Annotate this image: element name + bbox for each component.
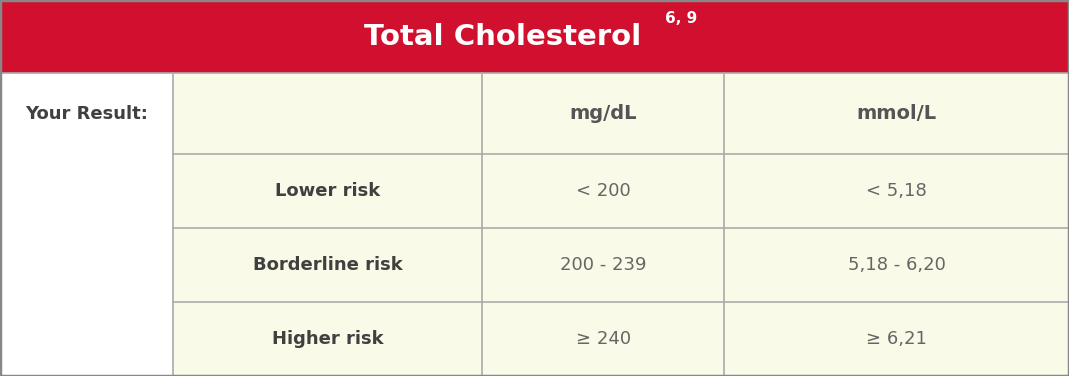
FancyBboxPatch shape: [173, 154, 1069, 228]
Text: 5,18 - 6,20: 5,18 - 6,20: [848, 256, 945, 274]
Text: ≥ 6,21: ≥ 6,21: [866, 330, 927, 348]
Text: mmol/L: mmol/L: [856, 104, 936, 123]
Text: mg/dL: mg/dL: [570, 104, 637, 123]
Text: ≥ 240: ≥ 240: [575, 330, 631, 348]
Text: 200 - 239: 200 - 239: [560, 256, 647, 274]
FancyBboxPatch shape: [0, 0, 1069, 73]
Text: Higher risk: Higher risk: [272, 330, 384, 348]
Text: Your Result:: Your Result:: [26, 105, 148, 123]
Text: Lower risk: Lower risk: [275, 182, 381, 200]
Text: < 5,18: < 5,18: [866, 182, 927, 200]
FancyBboxPatch shape: [173, 73, 1069, 154]
Text: 6, 9: 6, 9: [665, 11, 697, 26]
FancyBboxPatch shape: [0, 73, 173, 376]
Text: < 200: < 200: [576, 182, 631, 200]
Text: Borderline risk: Borderline risk: [253, 256, 403, 274]
FancyBboxPatch shape: [173, 228, 1069, 302]
Text: Total Cholesterol: Total Cholesterol: [363, 23, 641, 51]
FancyBboxPatch shape: [173, 302, 1069, 376]
